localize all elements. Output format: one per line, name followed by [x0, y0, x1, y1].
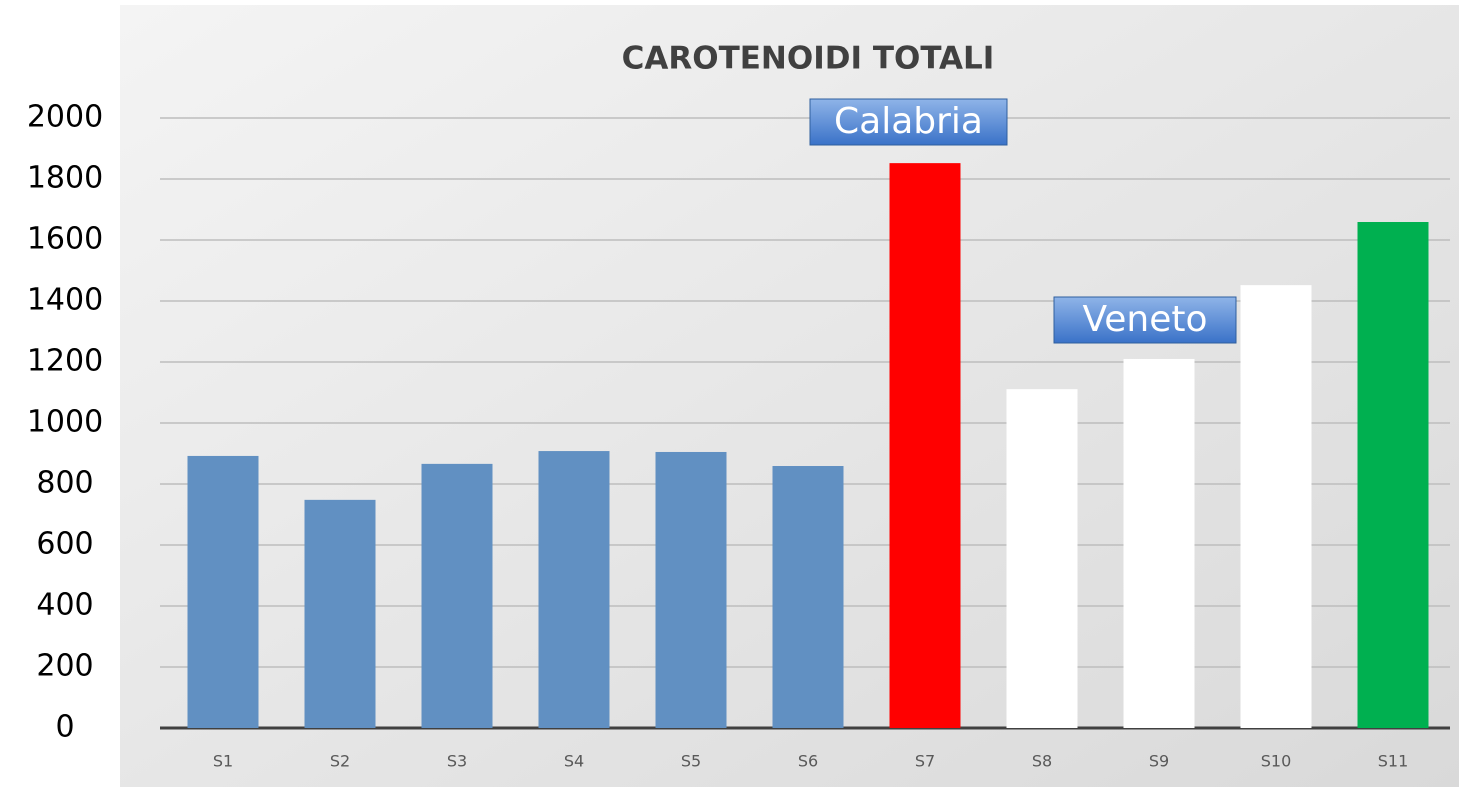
- x-tick-label: S11: [1378, 752, 1409, 771]
- annotation-box: [809, 98, 1008, 146]
- annotation: Veneto: [1082, 299, 1207, 340]
- y-tick-label: 800: [36, 466, 93, 501]
- y-tick-label: 400: [36, 588, 93, 623]
- chart-title: CAROTENOIDI TOTALI: [622, 41, 995, 77]
- bar: [1123, 358, 1195, 728]
- bar: [538, 451, 610, 728]
- x-tick-label: S8: [1032, 752, 1052, 771]
- bar: [421, 463, 493, 728]
- y-tick-label: 1200: [27, 344, 103, 379]
- bar: [772, 466, 844, 728]
- x-tick-label: S2: [330, 752, 350, 771]
- x-tick-label: S7: [915, 752, 935, 771]
- annotation: Calabria: [834, 101, 983, 142]
- y-tick-label: 1400: [27, 283, 103, 318]
- y-tick-label: 0: [55, 710, 74, 745]
- bar: [889, 163, 961, 728]
- bar: [655, 451, 727, 728]
- x-tick-label: S6: [798, 752, 818, 771]
- x-tick-label: S5: [681, 752, 701, 771]
- y-tick-label: 200: [36, 649, 93, 684]
- x-tick-label: S1: [213, 752, 233, 771]
- x-tick-label: S9: [1149, 752, 1169, 771]
- x-tick-label: S3: [447, 752, 467, 771]
- bar: [1006, 389, 1078, 728]
- y-tick-label: 2000: [27, 100, 103, 135]
- x-tick-label: S4: [564, 752, 584, 771]
- x-tick-label: S10: [1261, 752, 1292, 771]
- bar: [1357, 222, 1429, 728]
- annotation-box: [1053, 296, 1237, 344]
- y-tick-label: 600: [36, 527, 93, 562]
- y-tick-label: 1600: [27, 222, 103, 257]
- bar: [304, 499, 376, 728]
- y-tick-label: 1800: [27, 161, 103, 196]
- y-tick-label: 1000: [27, 405, 103, 440]
- bar: [1240, 285, 1312, 728]
- bar: [187, 455, 259, 728]
